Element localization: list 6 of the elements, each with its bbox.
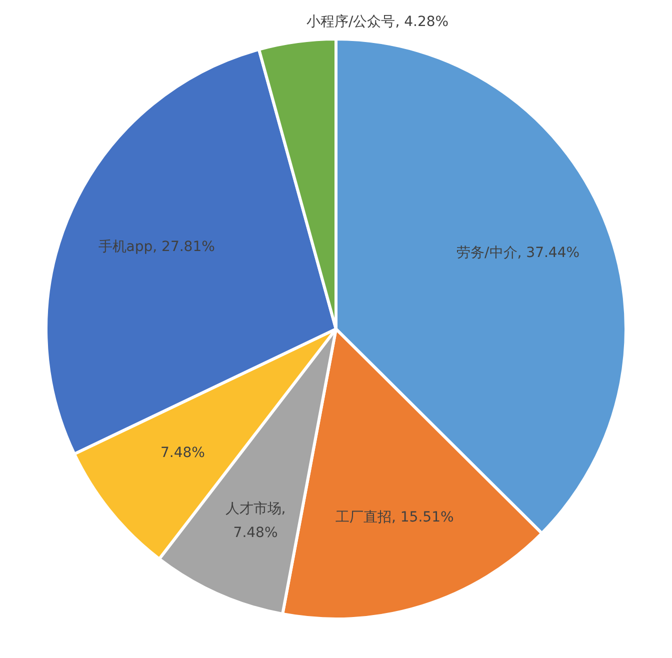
slice-label: 劳务/中介, 37.44% — [456, 245, 580, 262]
slice-label: 人才市场, 7.48% — [225, 501, 286, 542]
data-label: 7.48% — [160, 445, 205, 462]
slice-label: 小程序/公众号, 4.28% — [306, 14, 449, 30]
slice-label: 工厂直招, 15.51% — [335, 509, 454, 526]
slice-label: 手机app, 27.81% — [98, 239, 215, 256]
